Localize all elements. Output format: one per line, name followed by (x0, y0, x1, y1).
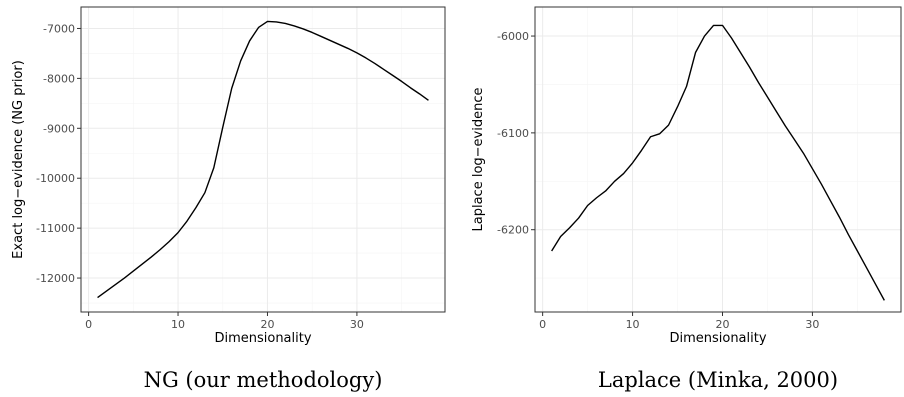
x-tick-label: 30 (805, 318, 819, 331)
x-tick-label: 30 (350, 318, 364, 331)
y-tick-label: -6000 (497, 30, 529, 43)
y-axis-title: Exact log−evidence (NG prior) (11, 60, 26, 259)
plot-background (81, 7, 445, 312)
x-tick-label: 20 (260, 318, 274, 331)
y-tick-label: -7000 (43, 22, 75, 35)
x-tick-label: 0 (539, 318, 546, 331)
x-tick-label: 10 (171, 318, 185, 331)
y-tick-label: -9000 (43, 122, 75, 135)
plot-background (535, 7, 901, 312)
panel-caption: NG (our methodology) (144, 368, 383, 392)
panel-caption: Laplace (Minka, 2000) (598, 368, 838, 392)
y-tick-label: -12000 (36, 272, 75, 285)
x-tick-label: 20 (715, 318, 729, 331)
y-tick-label: -6100 (497, 127, 529, 140)
y-tick-label: -6200 (497, 224, 529, 237)
series-line-1 (551, 24, 885, 301)
y-tick-label: -11000 (36, 222, 75, 235)
series-line-1 (97, 20, 429, 299)
plot-border (80, 6, 446, 313)
plot-border (534, 6, 902, 313)
chart-panel-1: 0 10 20 30 -12000 -11000 -10000 -9000 -8000 -7000… (11, 6, 446, 392)
chart-panel-2: 0 10 20 30 -6200 -6100 -6000 Dimensionality Lapl… (471, 6, 902, 392)
y-tick-label: -8000 (43, 72, 75, 85)
x-axis-title: Dimensionality (214, 331, 311, 346)
y-axis-title: Laplace log−evidence (471, 88, 486, 232)
x-tick-label: 0 (85, 318, 92, 331)
x-tick-label: 10 (626, 318, 640, 331)
x-axis-title: Dimensionality (669, 331, 766, 346)
y-tick-label: -10000 (36, 172, 75, 185)
